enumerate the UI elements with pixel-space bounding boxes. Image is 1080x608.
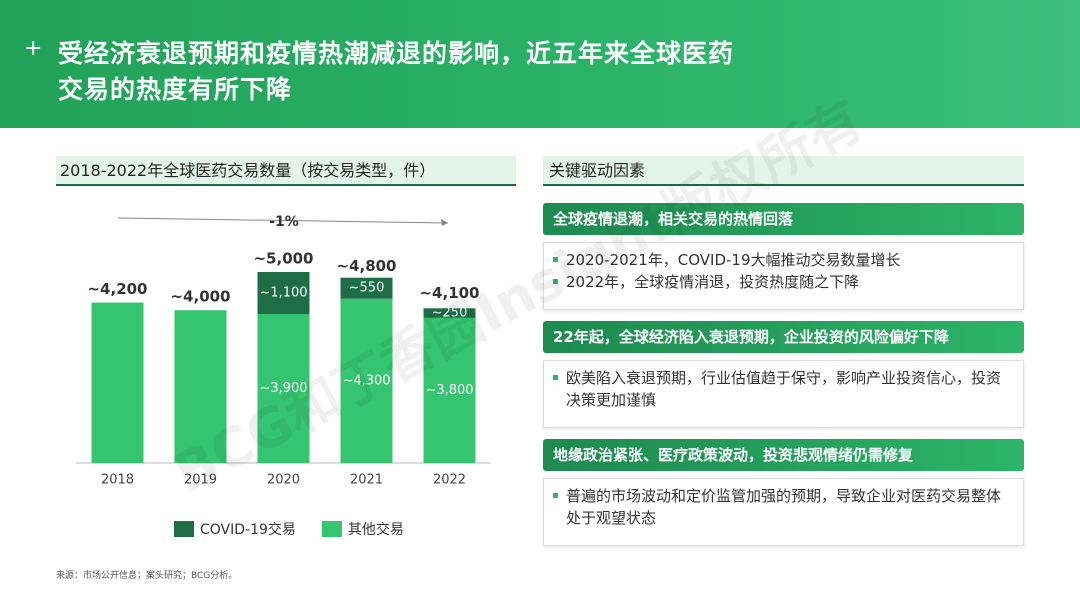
section-box: 2020-2021年，COVID-19大幅推动交易数量增长 2022年，全球疫情… [543,242,1024,310]
x-tick-label: 2020 [267,473,300,488]
bar-segment [340,298,393,463]
bar-segment [174,310,227,463]
legend-label: COVID-19交易 [200,521,296,538]
x-tick-label: 2022 [433,473,466,488]
bullet: 2022年，全球疫情消退，投资热度随之下降 [552,271,1011,293]
segment-label: ~4,300 [342,373,390,388]
panel-title: 关键驱动因素 [543,156,1024,186]
annotation: -1% [269,214,299,230]
footer: 来源：市场公开信息；案头研究；BCG分析。 [56,571,238,581]
section-heading: 地缘政治紧张、医疗政策波动，投资悲观情绪仍需修复 [543,439,1024,471]
segment-label: ~250 [432,306,468,321]
section-heading: 22年起，全球经济陷入衰退预期，企业投资的风险偏好下降 [543,321,1024,353]
segment-label: ~3,800 [425,383,473,398]
x-tick-label: 2019 [184,473,217,488]
bullet: 2020-2021年，COVID-19大幅推动交易数量增长 [552,249,1011,271]
chart-title: 2018-2022年全球医药交易数量（按交易类型，件） [56,156,516,186]
x-tick-label: 2018 [101,473,134,488]
plus-icon: + [24,36,43,61]
x-tick-label: 2021 [350,473,383,488]
bar-segment [257,314,310,463]
bar-segment [423,317,476,463]
bullet: 普遍的市场波动和定价监管加强的预期，导致企业对医药交易整体处于观望状态 [552,485,1011,529]
bar-segment [340,277,393,299]
arrow-head [441,219,448,226]
section-heading: 全球疫情退潮，相关交易的热情回落 [543,203,1024,235]
total-label: ~4,000 [170,288,230,306]
total-label: ~5,000 [253,250,313,268]
total-label: ~4,200 [87,280,147,298]
segment-label: ~1,100 [259,286,307,301]
legend-swatch [321,521,342,537]
bar-segment [91,302,144,463]
title: 受经济衰退预期和疫情热潮减退的影响，近五年来全球医药 [58,39,735,68]
bar-segment [423,308,476,318]
header-band: + 受经济衰退预期和疫情热潮减退的影响，近五年来全球医药 交易的热度有所下降 [0,0,1080,128]
total-label: ~4,800 [336,257,396,275]
title: 交易的热度有所下降 [58,75,293,104]
total-label: ~4,100 [419,284,479,302]
section-box: 普遍的市场波动和定价监管加强的预期，导致企业对医药交易整体处于观望状态 [543,478,1024,546]
segment-label: ~3,900 [259,381,307,396]
section-box: 欧美陷入衰退预期，行业估值趋于保守，影响产业投资信心，投资决策更加谨慎 [543,360,1024,428]
bullet: 欧美陷入衰退预期，行业估值趋于保守，影响产业投资信心，投资决策更加谨慎 [552,367,1011,411]
legend-label: 其他交易 [348,521,404,538]
segment-label: ~550 [349,281,385,296]
bar-segment [257,272,310,315]
chart: -1% ~4,200 2018 ~4,000 2019 ~3,900 ~1,100 ~5,00… [76,214,491,538]
trend-arrow [117,217,449,224]
legend-swatch [174,521,194,537]
